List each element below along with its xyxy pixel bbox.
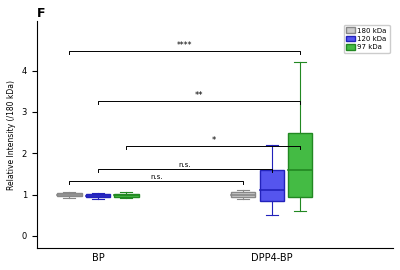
Bar [114, 194, 138, 197]
Text: *: * [211, 136, 216, 145]
Bar [260, 170, 284, 201]
Bar [86, 194, 110, 197]
Bar [57, 193, 82, 196]
Legend: 180 kDa, 120 kDa, 97 kDa: 180 kDa, 120 kDa, 97 kDa [344, 25, 390, 53]
Text: n.s.: n.s. [150, 174, 163, 180]
Text: ****: **** [177, 41, 193, 50]
Text: **: ** [195, 91, 203, 100]
Text: F: F [36, 7, 45, 20]
Bar [231, 193, 256, 197]
Text: n.s.: n.s. [178, 162, 191, 168]
Bar [288, 133, 312, 197]
Y-axis label: Relative Intensity (/180 kDa): Relative Intensity (/180 kDa) [7, 80, 16, 190]
